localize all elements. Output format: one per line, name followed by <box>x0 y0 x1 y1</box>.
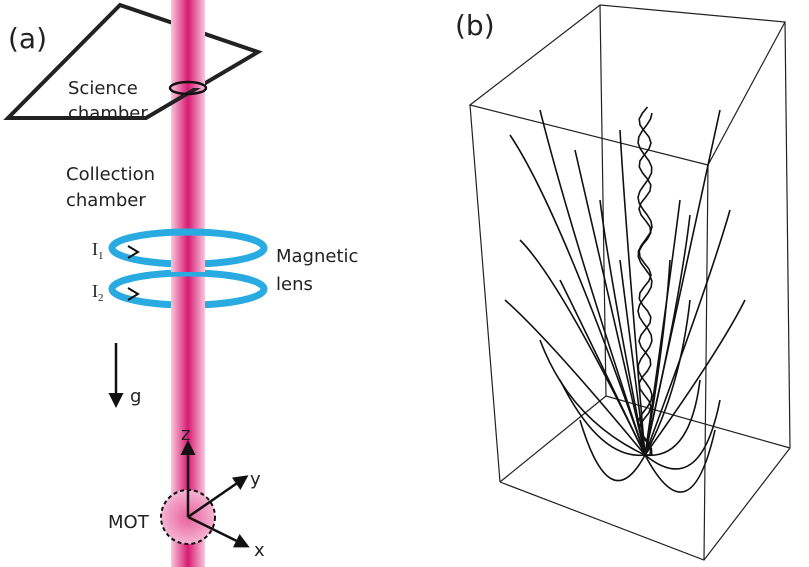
chamber-hole <box>168 80 208 96</box>
label: chamber <box>66 190 146 211</box>
axis-label: z <box>181 424 190 445</box>
laser-beam-gap <box>171 299 205 313</box>
subscript: 2 <box>98 292 104 304</box>
axis-y <box>187 475 249 519</box>
trajectory <box>619 259 646 456</box>
trajectory <box>644 399 721 470</box>
current-label: I1 <box>92 239 104 262</box>
trajectory <box>509 134 646 456</box>
trajectory <box>644 379 701 457</box>
trajectory <box>619 129 646 456</box>
label: Science <box>68 78 138 99</box>
label: Magnetic <box>276 246 358 267</box>
symbol: I <box>92 281 98 301</box>
laser-beam-top <box>171 0 205 88</box>
label: g <box>130 386 141 407</box>
label: chamber <box>68 103 148 124</box>
trajectory <box>579 419 646 482</box>
current-arrow <box>127 245 140 301</box>
trajectory <box>504 299 646 456</box>
trajectory <box>644 299 746 456</box>
symbol: I <box>92 239 98 259</box>
current-label: I2 <box>92 281 104 304</box>
panel-a: Science chamber Collection chamber I1 I2… <box>3 0 358 567</box>
panel-label: (a) <box>8 22 47 55</box>
science-chamber <box>3 2 263 120</box>
trajectory <box>644 429 716 493</box>
trajectory <box>599 199 646 456</box>
axis-x <box>187 515 250 548</box>
label: Collection <box>66 164 155 185</box>
trajectory <box>644 259 671 456</box>
laser-beam-gap <box>171 258 205 272</box>
axis-label: x <box>254 540 265 561</box>
trajectory <box>539 109 646 456</box>
label: MOT <box>108 512 150 533</box>
axis-label: y <box>250 469 261 490</box>
trajectories <box>504 106 746 493</box>
trajectory <box>638 106 652 456</box>
trajectory <box>559 379 646 457</box>
panel-label: (b) <box>455 9 495 42</box>
trajectory <box>559 279 646 456</box>
subscript: 1 <box>98 250 104 262</box>
box <box>468 4 791 561</box>
trajectory <box>539 339 646 456</box>
trajectory <box>644 109 721 456</box>
trajectory <box>644 209 731 456</box>
label: lens <box>276 274 313 295</box>
trajectory <box>637 112 653 456</box>
trajectory <box>574 149 646 456</box>
panel-b: (b) <box>455 4 791 561</box>
trajectory <box>644 299 691 456</box>
trajectory <box>519 239 646 456</box>
